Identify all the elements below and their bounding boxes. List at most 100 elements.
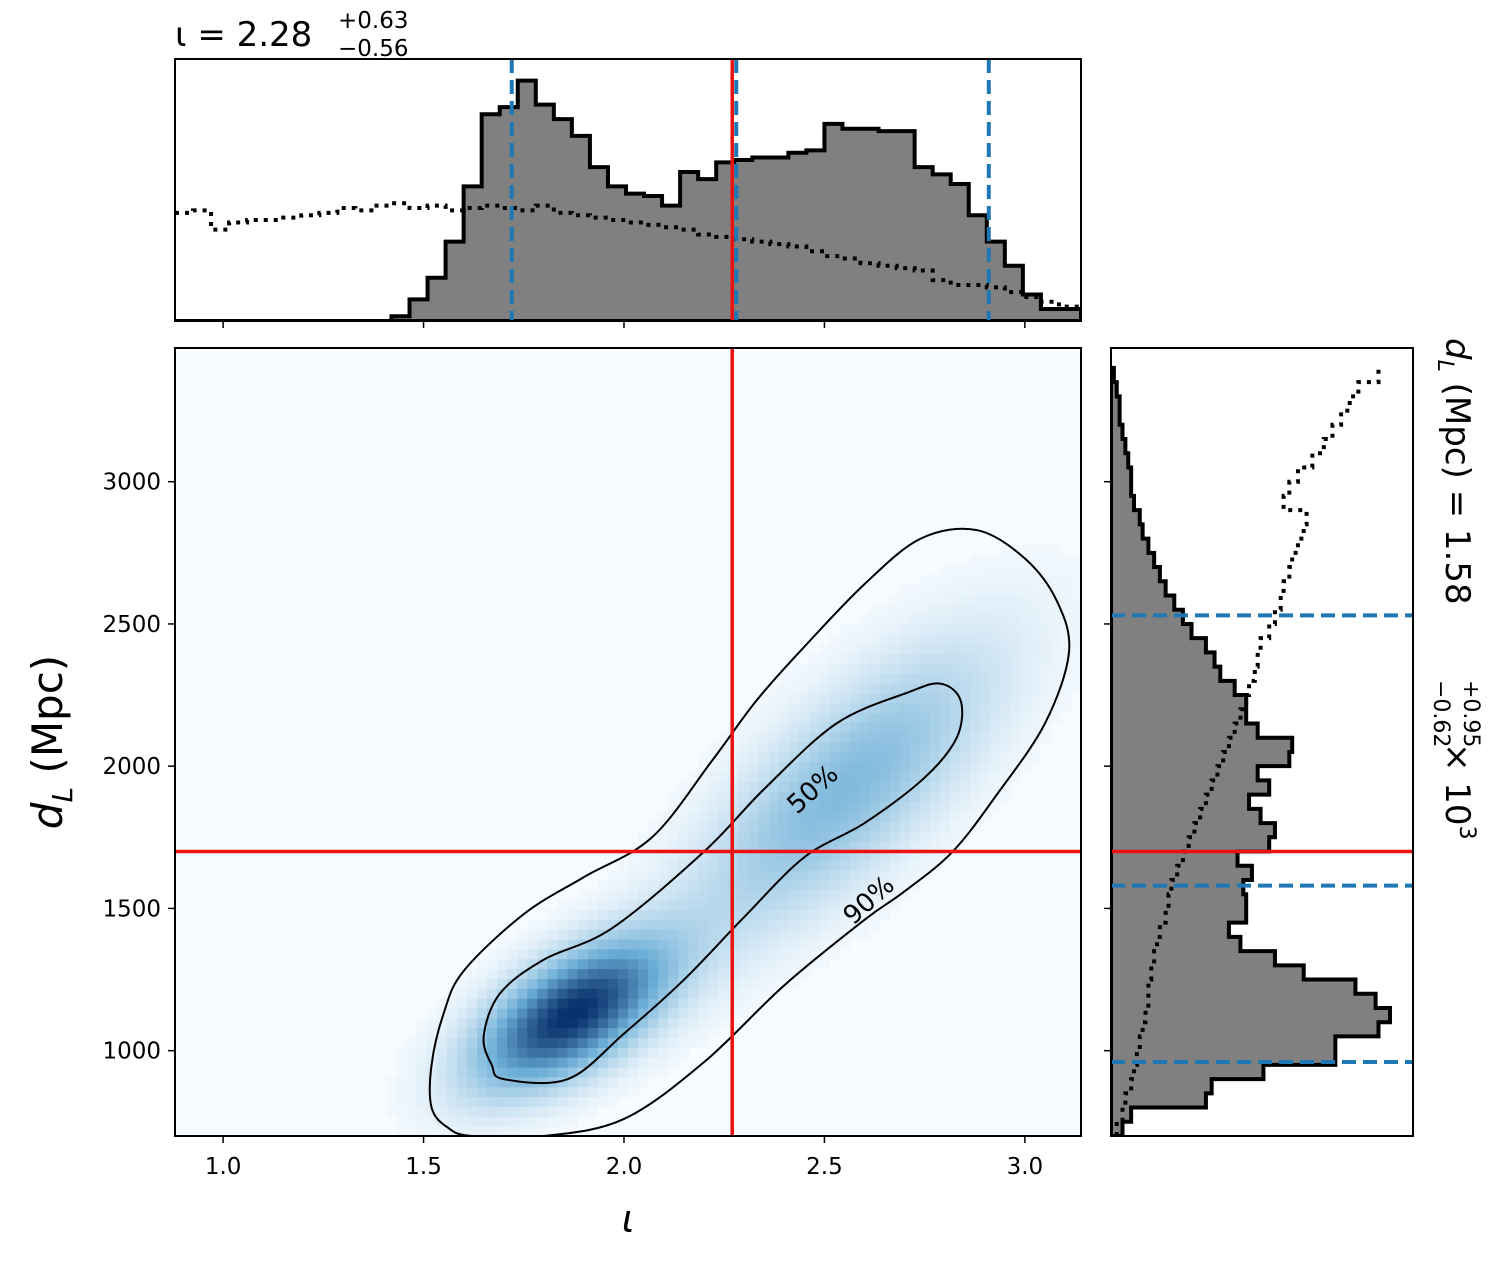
heatmap-cell	[839, 899, 851, 911]
heatmap-cell	[1050, 673, 1062, 684]
heatmap-cell	[859, 732, 871, 743]
heatmap-cell	[970, 673, 981, 684]
top-posterior-histogram	[175, 78, 1081, 321]
heatmap-cell	[557, 1116, 569, 1127]
heatmap-cell	[1000, 545, 1012, 556]
heatmap-cell	[497, 1086, 508, 1098]
heatmap-cell	[517, 988, 528, 999]
heatmap-cell	[507, 1027, 518, 1039]
heatmap-cell	[779, 899, 790, 911]
heatmap-cell	[698, 1037, 710, 1048]
heatmap-cell	[1050, 653, 1062, 664]
heatmap-cell	[990, 623, 1002, 635]
heatmap-cell	[718, 968, 730, 979]
heatmap-cell	[648, 860, 659, 871]
heatmap-cell	[406, 1086, 418, 1098]
heatmap-cell	[698, 870, 710, 881]
heatmap-cell	[809, 801, 820, 812]
heatmap-cell	[789, 958, 800, 970]
heatmap-cell	[819, 712, 830, 723]
heatmap-cell	[1010, 604, 1022, 615]
heatmap-cell	[557, 958, 569, 970]
heatmap-cell	[879, 682, 891, 694]
heatmap-cell	[839, 653, 851, 664]
heatmap-cell	[396, 1116, 408, 1127]
heatmap-cell	[607, 1027, 619, 1039]
heatmap-cell	[829, 761, 840, 773]
heatmap-cell	[1030, 613, 1042, 625]
heatmap-cell	[617, 870, 629, 881]
heatmap-cell	[547, 1126, 559, 1136]
density-heatmap	[175, 348, 1081, 1136]
heatmap-cell	[1010, 633, 1022, 645]
heatmap-cell	[426, 1047, 438, 1058]
heatmap-cell	[607, 1047, 619, 1058]
heatmap-cell	[708, 919, 720, 930]
heatmap-cell	[940, 673, 951, 684]
heatmap-cell	[1030, 633, 1042, 645]
heatmap-cell	[1010, 751, 1022, 763]
heatmap-cell	[597, 1076, 609, 1088]
heatmap-cell	[728, 751, 740, 763]
heatmap-cell	[869, 663, 881, 674]
heatmap-cell	[517, 1027, 528, 1039]
heatmap-cell	[879, 870, 891, 881]
heatmap-cell	[507, 1017, 518, 1029]
heatmap-cell	[879, 663, 891, 674]
heatmap-cell	[517, 939, 528, 950]
heatmap-cell	[567, 909, 579, 920]
heatmap-cell	[930, 574, 941, 585]
heatmap-cell	[849, 791, 861, 802]
heatmap-cell	[980, 791, 991, 802]
heatmap-cell	[930, 613, 941, 625]
heatmap-cell	[466, 1007, 478, 1019]
heatmap-cell	[839, 673, 851, 684]
heatmap-cell	[607, 889, 619, 901]
heatmap-cell	[416, 1037, 428, 1048]
heatmap-cell	[436, 1007, 448, 1019]
heatmap-cell	[869, 682, 881, 694]
heatmap-cell	[909, 712, 921, 723]
heatmap-cell	[879, 840, 891, 851]
heatmap-cell	[970, 633, 981, 645]
heatmap-cell	[779, 850, 790, 861]
heatmap-cell	[819, 860, 830, 871]
right-posterior-histogram	[1111, 365, 1392, 1136]
heatmap-cell	[728, 801, 740, 812]
heatmap-cell	[718, 879, 730, 891]
heatmap-cell	[617, 1076, 629, 1088]
heatmap-cell	[617, 948, 629, 960]
heatmap-cell	[849, 663, 861, 674]
heatmap-cell	[869, 830, 881, 842]
heatmap-cell	[1070, 574, 1081, 585]
heatmap-cell	[557, 899, 569, 911]
heatmap-cell	[517, 1047, 528, 1058]
heatmap-cell	[799, 889, 810, 901]
heatmap-cell	[950, 742, 961, 753]
heatmap-cell	[859, 771, 871, 782]
heatmap-cell	[477, 978, 488, 989]
heatmap-cell	[1010, 712, 1022, 723]
heatmap-cell	[1030, 653, 1042, 664]
heatmap-cell	[738, 899, 750, 911]
heatmap-cell	[617, 939, 629, 950]
heatmap-cell	[889, 751, 901, 763]
heatmap-cell	[919, 574, 931, 585]
heatmap-cell	[446, 1027, 458, 1039]
heatmap-cell	[748, 998, 760, 1009]
heatmap-cell	[990, 673, 1002, 684]
heatmap-cell	[839, 860, 851, 871]
heatmap-cell	[678, 1047, 689, 1058]
heatmap-cell	[678, 801, 689, 812]
heatmap-cell	[708, 761, 720, 773]
heatmap-cell	[839, 623, 851, 635]
heatmap-cell	[930, 653, 941, 664]
heatmap-cell	[960, 791, 971, 802]
heatmap-cell	[1020, 663, 1032, 674]
heatmap-cell	[456, 1076, 468, 1088]
heatmap-cell	[960, 564, 971, 576]
heatmap-cell	[497, 939, 508, 950]
heatmap-cell	[829, 673, 840, 684]
heatmap-cell	[819, 801, 830, 812]
